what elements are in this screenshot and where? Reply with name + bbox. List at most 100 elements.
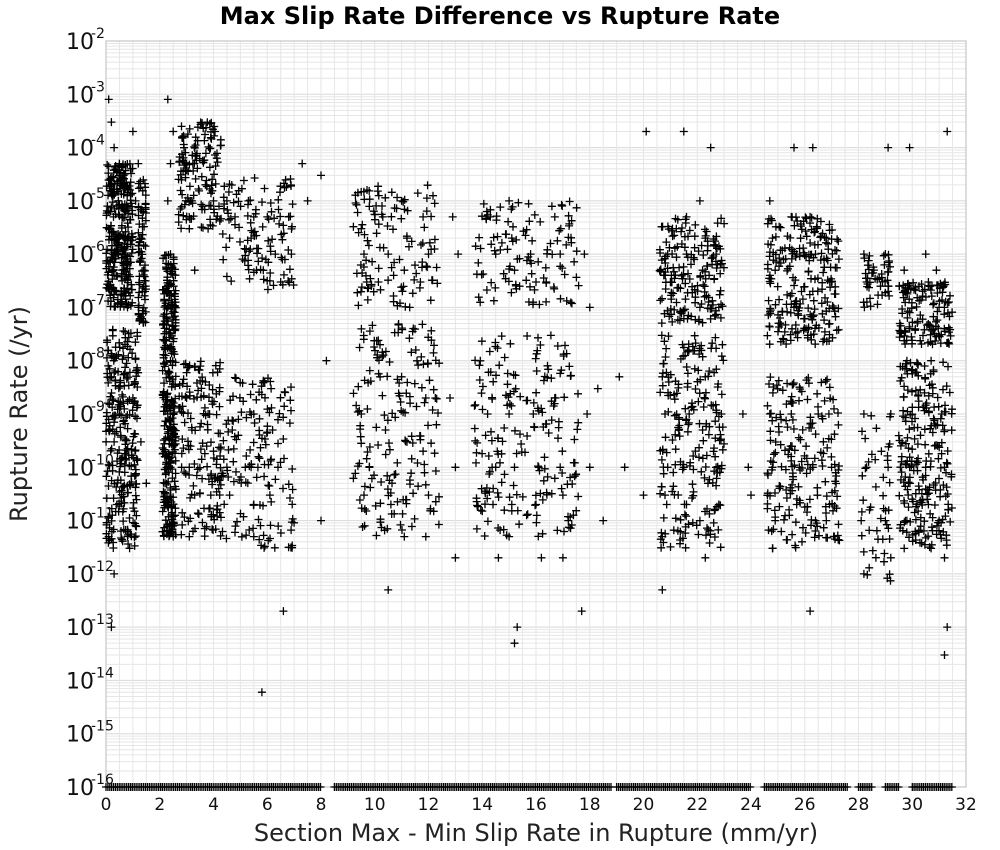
- data-point: [108, 172, 116, 181]
- data-point: [131, 354, 140, 363]
- data-point: [103, 467, 112, 476]
- data-point: [920, 325, 929, 334]
- data-point: [163, 389, 172, 398]
- data-point: [474, 502, 482, 511]
- data-point: [133, 456, 142, 465]
- data-point: [801, 528, 810, 537]
- data-point: [668, 232, 677, 241]
- data-point: [698, 352, 707, 361]
- data-point: [185, 198, 194, 206]
- data-point: [866, 302, 875, 311]
- data-point: [200, 136, 209, 145]
- data-point: [558, 553, 567, 562]
- data-point: [191, 524, 199, 533]
- data-point: [944, 298, 953, 306]
- data-point: [801, 227, 810, 236]
- data-point: [383, 471, 392, 480]
- data-point: [717, 256, 726, 265]
- data-point: [390, 258, 399, 267]
- data-point: [808, 143, 817, 152]
- data-point: [197, 384, 206, 393]
- data-point: [430, 341, 438, 350]
- data-point: [167, 382, 176, 391]
- data-point: [661, 353, 670, 361]
- data-point: [422, 262, 431, 271]
- data-point: [672, 253, 681, 262]
- data-point: [532, 518, 541, 527]
- data-point: [821, 377, 830, 386]
- data-point: [829, 506, 837, 515]
- data-point: [366, 274, 375, 283]
- data-point: [381, 193, 390, 202]
- data-point: [124, 353, 133, 362]
- data-point: [530, 285, 539, 294]
- data-point: [249, 524, 258, 533]
- data-point: [666, 391, 675, 400]
- data-point: [349, 389, 358, 398]
- data-point: [693, 377, 702, 386]
- data-point: [420, 398, 429, 407]
- data-point: [285, 265, 294, 274]
- data-point: [825, 383, 834, 392]
- data-point: [116, 398, 125, 407]
- data-point: [776, 410, 785, 419]
- data-point: [778, 308, 787, 316]
- data-point: [160, 320, 168, 329]
- data-point: [208, 175, 217, 184]
- data-point: [235, 475, 244, 484]
- data-point: [119, 344, 127, 353]
- data-point: [104, 191, 112, 200]
- data-point: [901, 340, 910, 348]
- data-point: [177, 202, 186, 211]
- data-point: [886, 412, 894, 421]
- data-point: [775, 254, 784, 263]
- data-point: [217, 513, 225, 522]
- data-point: [193, 123, 202, 132]
- data-point: [913, 458, 922, 467]
- x-tick-label: 18: [579, 795, 601, 815]
- data-point: [667, 291, 676, 300]
- data-point: [916, 522, 925, 531]
- data-point: [771, 300, 780, 309]
- data-point: [513, 623, 522, 632]
- data-point: [160, 336, 169, 345]
- data-point: [364, 241, 373, 250]
- data-point: [827, 235, 836, 244]
- data-point: [171, 318, 180, 327]
- data-point: [764, 526, 773, 535]
- data-point: [255, 414, 264, 423]
- data-point: [691, 385, 700, 393]
- data-point: [668, 317, 677, 326]
- data-point: [104, 169, 113, 178]
- data-point: [216, 429, 225, 438]
- data-point: [671, 430, 680, 439]
- data-point: [921, 471, 930, 480]
- data-point: [415, 283, 424, 292]
- data-point: [205, 184, 214, 193]
- data-point: [106, 186, 114, 195]
- data-point: [828, 249, 837, 258]
- data-point: [825, 319, 834, 328]
- data-point: [903, 313, 912, 322]
- data-point: [924, 281, 933, 290]
- data-point: [685, 275, 694, 283]
- data-point: [926, 509, 935, 518]
- data-point: [107, 349, 116, 358]
- data-point: [177, 392, 186, 401]
- data-point: [181, 359, 190, 368]
- data-point: [159, 254, 168, 263]
- data-point: [160, 303, 169, 312]
- data-point: [228, 426, 237, 434]
- data-point: [682, 512, 691, 521]
- data-point: [673, 526, 682, 535]
- data-point: [662, 238, 671, 247]
- data-point: [919, 526, 928, 535]
- data-point: [705, 271, 714, 280]
- data-point: [479, 199, 488, 208]
- data-point: [363, 236, 372, 245]
- data-point: [196, 489, 204, 497]
- data-point: [905, 425, 914, 434]
- data-point: [219, 471, 228, 480]
- data-point: [558, 264, 567, 273]
- data-point: [225, 234, 234, 243]
